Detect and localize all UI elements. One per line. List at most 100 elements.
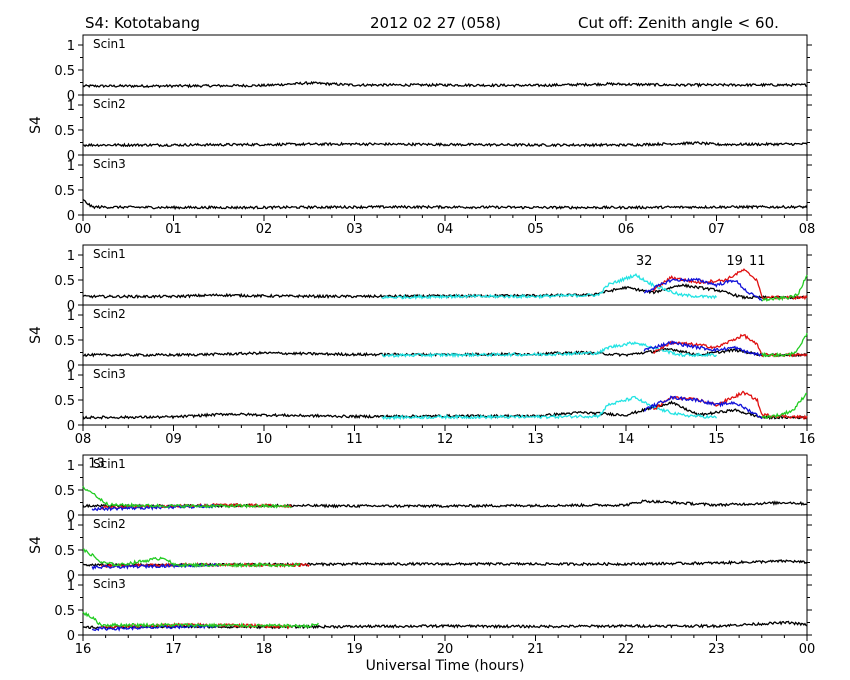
y-tick-label: 1 — [67, 39, 75, 54]
subplot-scin2: 0 0.5 1 Scin2 — [54, 514, 812, 584]
subplot-label: Scin1 — [93, 247, 126, 261]
series-line-green — [761, 274, 808, 302]
series-line-green — [82, 611, 319, 629]
y-tick-label: 0.5 — [54, 184, 75, 199]
y-axis-label: S4 — [28, 326, 44, 344]
x-tick-label: 02 — [256, 222, 273, 237]
y-tick-label: 1 — [67, 579, 75, 594]
series-line-blue — [643, 277, 763, 302]
series-line-green — [82, 548, 301, 569]
x-tick-label: 09 — [165, 432, 182, 447]
series-line-red — [652, 333, 808, 358]
subplot-frame — [82, 94, 808, 156]
series-line-blue — [643, 340, 762, 357]
station-title: S4: Kototabang — [85, 14, 200, 32]
y-tick-label: 1 — [67, 309, 75, 324]
subplot-label: Scin1 — [93, 37, 126, 51]
y-tick-label: 0.5 — [54, 274, 75, 289]
y-tick-label: 0 — [67, 569, 75, 584]
y-tick-label: 1 — [67, 159, 75, 174]
y-tick-label: 0 — [67, 89, 75, 104]
y-tick-label: 1 — [67, 459, 75, 474]
y-tick-label: 0 — [67, 419, 75, 434]
y-tick-label: 0 — [67, 149, 75, 164]
series-line-green — [761, 332, 808, 358]
x-tick-label: 14 — [618, 432, 635, 447]
series-line-green — [82, 485, 292, 509]
x-tick-label: 19 — [346, 642, 363, 657]
y-tick-label: 1 — [67, 249, 75, 264]
y-tick-label: 1 — [67, 99, 75, 114]
series-line-red — [652, 268, 808, 301]
cutoff-title: Cut off: Zenith angle < 60. — [578, 14, 779, 32]
x-tick-label: 11 — [346, 432, 363, 447]
x-tick-label: 18 — [256, 642, 273, 657]
x-tick-label: 16 — [799, 432, 816, 447]
x-tick-label: 20 — [437, 642, 454, 657]
x-tick-label: 16 — [75, 642, 92, 657]
series-line-green — [761, 392, 808, 420]
x-tick-label: 17 — [165, 642, 182, 657]
x-tick-label: 22 — [618, 642, 635, 657]
y-tick-label: 0.5 — [54, 604, 75, 619]
x-tick-label: 00 — [799, 642, 816, 657]
subplot-scin2: 0 0.5 1 Scin2 — [54, 94, 812, 164]
x-tick-label: 06 — [618, 222, 635, 237]
prn-annotation-11: 11 — [749, 254, 766, 269]
y-axis-label: S4 — [28, 536, 44, 554]
y-tick-label: 1 — [67, 369, 75, 384]
x-tick-label: 12 — [437, 432, 454, 447]
y-tick-label: 0 — [67, 209, 75, 224]
subplot-scin1: 0 0.5 1 Scin1 — [54, 34, 812, 104]
subplot-label: Scin2 — [93, 517, 126, 531]
x-tick-label: 04 — [437, 222, 454, 237]
subplot-label: Scin1 — [93, 457, 126, 471]
x-axis-label: Universal Time (hours) — [366, 658, 525, 674]
panel-1: 0 0.5 1 Scin1 0 0.5 1 Scin2 0 0.5 1 Scin3 00 01 02 03 04… — [28, 34, 816, 237]
x-tick-label: 13 — [527, 432, 544, 447]
subplot-scin1: 0 0.5 1 Scin1 — [54, 244, 812, 314]
series-line-cyan — [381, 395, 718, 421]
series-line-blue — [644, 395, 763, 420]
subplot-label: Scin3 — [93, 367, 126, 381]
y-tick-label: 0.5 — [54, 64, 75, 79]
y-tick-label: 0.5 — [54, 484, 75, 499]
series-line-black — [82, 141, 808, 148]
x-tick-label: 00 — [75, 222, 92, 237]
prn-annotation-32: 32 — [636, 254, 653, 269]
y-tick-label: 0.5 — [54, 124, 75, 139]
x-tick-label: 21 — [527, 642, 544, 657]
y-axis-label: S4 — [28, 116, 44, 134]
subplot-scin3: 0 0.5 1 Scin3 — [54, 154, 812, 224]
y-tick-label: 0.5 — [54, 334, 75, 349]
prn-annotation-13: 13 — [88, 457, 105, 472]
x-tick-label: 08 — [799, 222, 816, 237]
y-tick-label: 0 — [67, 509, 75, 524]
date-title: 2012 02 27 (058) — [370, 14, 501, 32]
prn-annotation-19: 19 — [726, 254, 743, 269]
x-tick-label: 08 — [75, 432, 92, 447]
subplot-frame — [82, 154, 808, 216]
subplot-scin1: 0 0.5 1 Scin1 — [54, 454, 812, 524]
subplot-scin2: 0 0.5 1 Scin2 — [54, 304, 812, 374]
x-tick-label: 10 — [256, 432, 273, 447]
x-tick-label: 01 — [165, 222, 182, 237]
subplot-label: Scin3 — [93, 577, 126, 591]
x-tick-label: 03 — [346, 222, 363, 237]
y-tick-label: 0.5 — [54, 544, 75, 559]
series-line-black — [82, 198, 808, 211]
y-tick-label: 0.5 — [54, 394, 75, 409]
x-tick-label: 07 — [708, 222, 725, 237]
x-tick-label: 05 — [527, 222, 544, 237]
panel-3: 0 0.5 1 Scin1 0 0.5 1 Scin2 0 0.5 1 Scin3 16 17 18 19 20… — [28, 454, 816, 657]
subplot-scin3: 0 0.5 1 Scin3 — [54, 574, 812, 644]
y-tick-label: 1 — [67, 519, 75, 534]
subplot-label: Scin3 — [93, 157, 126, 171]
subplot-label: Scin2 — [93, 97, 126, 111]
x-tick-label: 23 — [708, 642, 725, 657]
series-line-black — [82, 80, 807, 89]
subplot-label: Scin2 — [93, 307, 126, 321]
y-tick-label: 0 — [67, 359, 75, 374]
